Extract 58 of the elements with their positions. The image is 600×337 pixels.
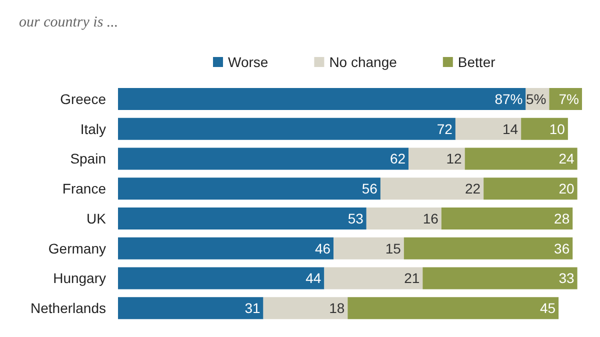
bar <box>408 148 465 170</box>
bar <box>263 297 348 320</box>
data-label: 56 <box>362 180 378 197</box>
data-label: 7% <box>558 90 579 107</box>
data-label: 15 <box>385 240 402 256</box>
bar <box>521 118 568 140</box>
bar <box>118 267 324 290</box>
bar <box>380 178 484 200</box>
bar <box>118 178 380 200</box>
bar <box>348 297 559 320</box>
chart-title: our country is ... <box>19 14 118 30</box>
y-tick-label: Italy <box>80 120 106 137</box>
data-label: 62 <box>390 150 406 167</box>
data-label: 5% <box>526 90 546 107</box>
bar <box>118 88 526 110</box>
data-label: 87% <box>494 90 523 107</box>
bar <box>366 207 442 230</box>
bar <box>455 118 522 140</box>
y-tick-label: Hungary <box>53 270 106 286</box>
data-label: 31 <box>244 300 260 316</box>
data-label: 36 <box>554 240 570 256</box>
legend-label: Better <box>458 54 496 70</box>
y-tick-label: Spain <box>70 150 106 167</box>
legend-label: No change <box>329 54 398 70</box>
y-tick-label: UK <box>86 210 107 226</box>
data-label: 10 <box>549 120 566 137</box>
data-label: 18 <box>329 300 345 316</box>
bar <box>464 148 578 170</box>
y-tick-label: Germany <box>48 240 106 256</box>
data-label: 16 <box>422 210 439 226</box>
y-tick-label: Netherlands <box>30 300 106 316</box>
data-label: 46 <box>315 240 331 256</box>
bar <box>324 267 423 290</box>
data-label: 14 <box>502 120 518 137</box>
data-label: 44 <box>306 270 322 286</box>
bar <box>118 297 264 320</box>
bar <box>404 237 573 260</box>
data-label: 45 <box>540 300 556 316</box>
data-label: 72 <box>436 120 453 137</box>
data-label: 20 <box>558 180 575 197</box>
bar <box>118 237 334 260</box>
bar <box>118 207 366 230</box>
data-label: 24 <box>558 150 575 167</box>
bar <box>441 207 573 230</box>
y-tick-label: Greece <box>60 90 106 107</box>
data-label: 33 <box>558 270 575 286</box>
bar <box>484 178 578 200</box>
data-label: 53 <box>348 210 364 226</box>
bar <box>334 237 404 260</box>
bar <box>118 148 409 170</box>
bar <box>422 267 578 290</box>
data-label: 28 <box>554 210 570 226</box>
y-tick-label: France <box>62 180 106 197</box>
data-label: 21 <box>404 270 420 286</box>
data-label: 12 <box>446 150 462 167</box>
data-label: 22 <box>465 180 481 197</box>
bar <box>118 118 456 140</box>
legend-label: Worse <box>228 54 268 70</box>
